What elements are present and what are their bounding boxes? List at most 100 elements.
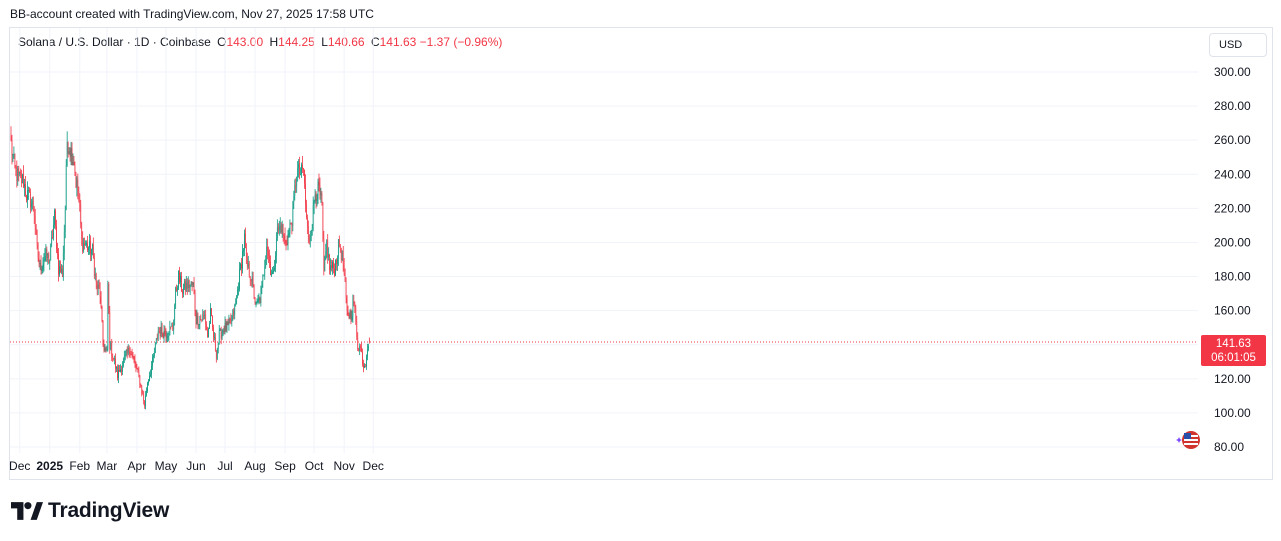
- candle-body: [39, 262, 41, 264]
- time-axis[interactable]: Dec 2025 Feb Mar Apr May Jun Jul Aug Sep Oct Nov Dec: [9, 459, 384, 473]
- candle-body: [215, 350, 217, 359]
- candle-body: [352, 301, 354, 317]
- ohlc-legend: Solana / U.S. Dollar · 1D · Coinbase O14…: [18, 35, 502, 49]
- candle-body: [153, 356, 154, 358]
- candle-body: [361, 347, 362, 352]
- candle-body: [320, 193, 322, 196]
- candle-body: [36, 230, 38, 245]
- candle-body: [162, 333, 164, 339]
- candle-body: [256, 301, 258, 303]
- candle-body: [367, 349, 368, 357]
- candle-body: [148, 380, 149, 384]
- candle-body: [350, 311, 352, 321]
- candle-body: [231, 316, 233, 322]
- candle-body: [351, 316, 353, 321]
- candle-body: [290, 223, 292, 225]
- candle-body: [210, 308, 211, 324]
- candle-body: [177, 288, 178, 291]
- candle-body: [147, 383, 148, 392]
- candle-body: [108, 283, 110, 313]
- candle-body: [193, 282, 195, 294]
- candle-body: [154, 343, 156, 353]
- candle-body: [319, 185, 321, 196]
- candle-body: [149, 376, 150, 381]
- candle-body: [242, 250, 243, 269]
- candle-body: [35, 227, 37, 231]
- time-tick-label: Jul: [217, 459, 232, 473]
- candle-body: [135, 362, 137, 368]
- candle-body: [355, 307, 357, 322]
- candle-body: [184, 281, 186, 291]
- candle-body: [268, 251, 269, 256]
- candle-body: [354, 303, 356, 308]
- candle-body: [358, 348, 360, 351]
- candle-body: [341, 250, 343, 261]
- candle-body: [67, 141, 69, 154]
- candle-body: [82, 239, 84, 252]
- time-tick-label: Nov: [333, 459, 354, 473]
- candle-body: [337, 258, 338, 264]
- us-flag-emoji-icon[interactable]: [1172, 428, 1202, 452]
- candle-body: [87, 243, 88, 251]
- price-axis[interactable]: 80.00100.00120.00140.00160.00180.00200.0…: [1214, 65, 1251, 454]
- candle-body: [288, 233, 290, 235]
- candle-body: [139, 375, 141, 386]
- candle-body: [17, 168, 19, 181]
- time-tick-label: Oct: [305, 459, 324, 473]
- candle-body: [88, 247, 89, 251]
- candle-body: [29, 190, 30, 192]
- candle-body: [204, 314, 206, 316]
- candle-body: [201, 319, 203, 321]
- candle-body: [124, 354, 126, 357]
- tradingview-brand[interactable]: TradingView: [11, 498, 169, 524]
- candle-body: [278, 226, 280, 231]
- candle-body: [279, 225, 281, 227]
- brand-name: TradingView: [48, 499, 170, 522]
- candle-body: [54, 210, 55, 225]
- candle-body: [142, 393, 144, 395]
- candle-body: [42, 263, 44, 269]
- candle-body: [122, 359, 124, 366]
- candle-body: [30, 203, 32, 208]
- candle-body: [158, 331, 160, 333]
- candle-body: [247, 263, 249, 267]
- symbol-label[interactable]: Solana / U.S. Dollar · 1D · Coinbase: [18, 35, 211, 49]
- close-value: 141.63: [379, 35, 417, 49]
- candle-body: [131, 354, 133, 356]
- candle-body: [112, 356, 114, 358]
- candle-body: [152, 357, 153, 366]
- candle-body: [281, 224, 283, 233]
- candle-body: [232, 310, 234, 317]
- candle-body: [34, 215, 36, 228]
- tradingview-logo-icon: [11, 502, 43, 520]
- candle-body: [146, 391, 147, 396]
- candle-body: [192, 282, 194, 285]
- candle-body: [174, 305, 176, 321]
- candle-body: [276, 238, 277, 256]
- candle-body: [287, 234, 289, 245]
- candle-body: [27, 190, 28, 201]
- candle-body: [63, 231, 65, 254]
- candle-body: [115, 358, 116, 369]
- candle-body: [219, 328, 221, 331]
- candle-body: [31, 201, 33, 204]
- candle-body: [58, 253, 59, 275]
- candle-body: [109, 312, 111, 350]
- currency-button[interactable]: USD: [1209, 33, 1267, 57]
- candle-body: [316, 199, 318, 202]
- candle-body: [283, 235, 285, 236]
- candle-body: [349, 311, 351, 318]
- candle-body: [227, 321, 229, 325]
- candle-body: [245, 233, 246, 249]
- candle-body: [249, 276, 251, 280]
- candle-body: [26, 195, 27, 201]
- candle-body: [52, 237, 53, 238]
- chart-caption: BB-account created with TradingView.com,…: [10, 7, 374, 21]
- candle-body: [285, 240, 287, 244]
- candle-body: [307, 217, 308, 227]
- candle-body: [160, 326, 162, 337]
- candle-body: [348, 315, 350, 318]
- time-tick-label: 2025: [36, 459, 63, 473]
- time-tick-label: Mar: [97, 459, 118, 473]
